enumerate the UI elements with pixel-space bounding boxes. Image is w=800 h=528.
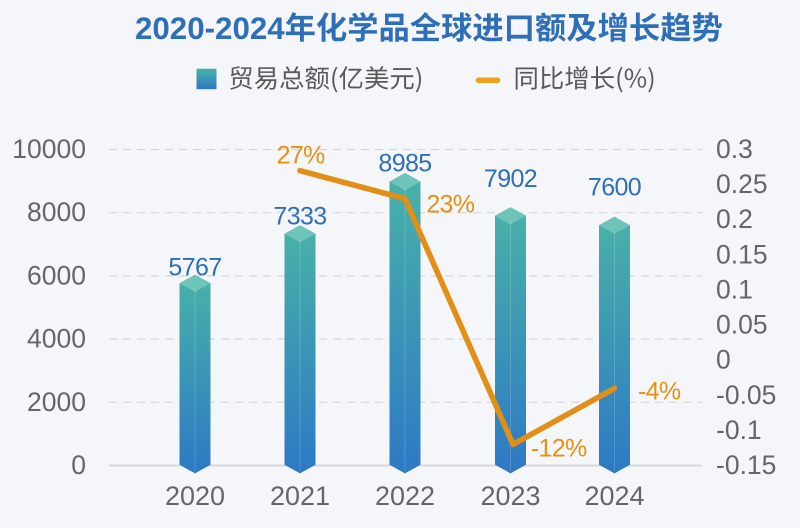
svg-text:-4%: -4%	[638, 378, 681, 406]
svg-text:2000: 2000	[27, 387, 86, 417]
svg-text:4000: 4000	[27, 324, 86, 354]
svg-text:6000: 6000	[27, 260, 86, 290]
svg-text:5767: 5767	[168, 253, 221, 281]
svg-text:-0.15: -0.15	[716, 450, 776, 480]
svg-text:0.15: 0.15	[716, 239, 768, 269]
svg-text:0: 0	[71, 450, 86, 480]
svg-text:0.3: 0.3	[716, 134, 753, 164]
svg-text:7600: 7600	[588, 173, 641, 201]
svg-text:8000: 8000	[27, 197, 86, 227]
svg-text:2024: 2024	[584, 481, 644, 511]
svg-text:10000: 10000	[12, 134, 86, 164]
svg-text:7333: 7333	[273, 203, 326, 231]
svg-text:7902: 7902	[484, 165, 537, 193]
svg-text:0.2: 0.2	[716, 204, 753, 234]
svg-text:27%: 27%	[277, 142, 325, 170]
svg-text:0.1: 0.1	[716, 274, 753, 304]
svg-text:2023: 2023	[480, 481, 540, 511]
svg-text:2020-2024: 2020-2024	[135, 11, 285, 46]
svg-text:2020: 2020	[165, 481, 225, 511]
svg-text:0.25: 0.25	[716, 169, 768, 199]
svg-text:2022: 2022	[375, 481, 435, 511]
svg-text:2021: 2021	[270, 481, 330, 511]
svg-text:23%: 23%	[426, 191, 474, 219]
svg-text:-0.1: -0.1	[716, 415, 762, 445]
svg-text:0: 0	[716, 345, 731, 375]
svg-text:8985: 8985	[378, 149, 431, 177]
svg-text:-0.05: -0.05	[716, 380, 776, 410]
svg-text:-12%: -12%	[531, 435, 587, 463]
svg-text:0.05: 0.05	[716, 310, 768, 340]
